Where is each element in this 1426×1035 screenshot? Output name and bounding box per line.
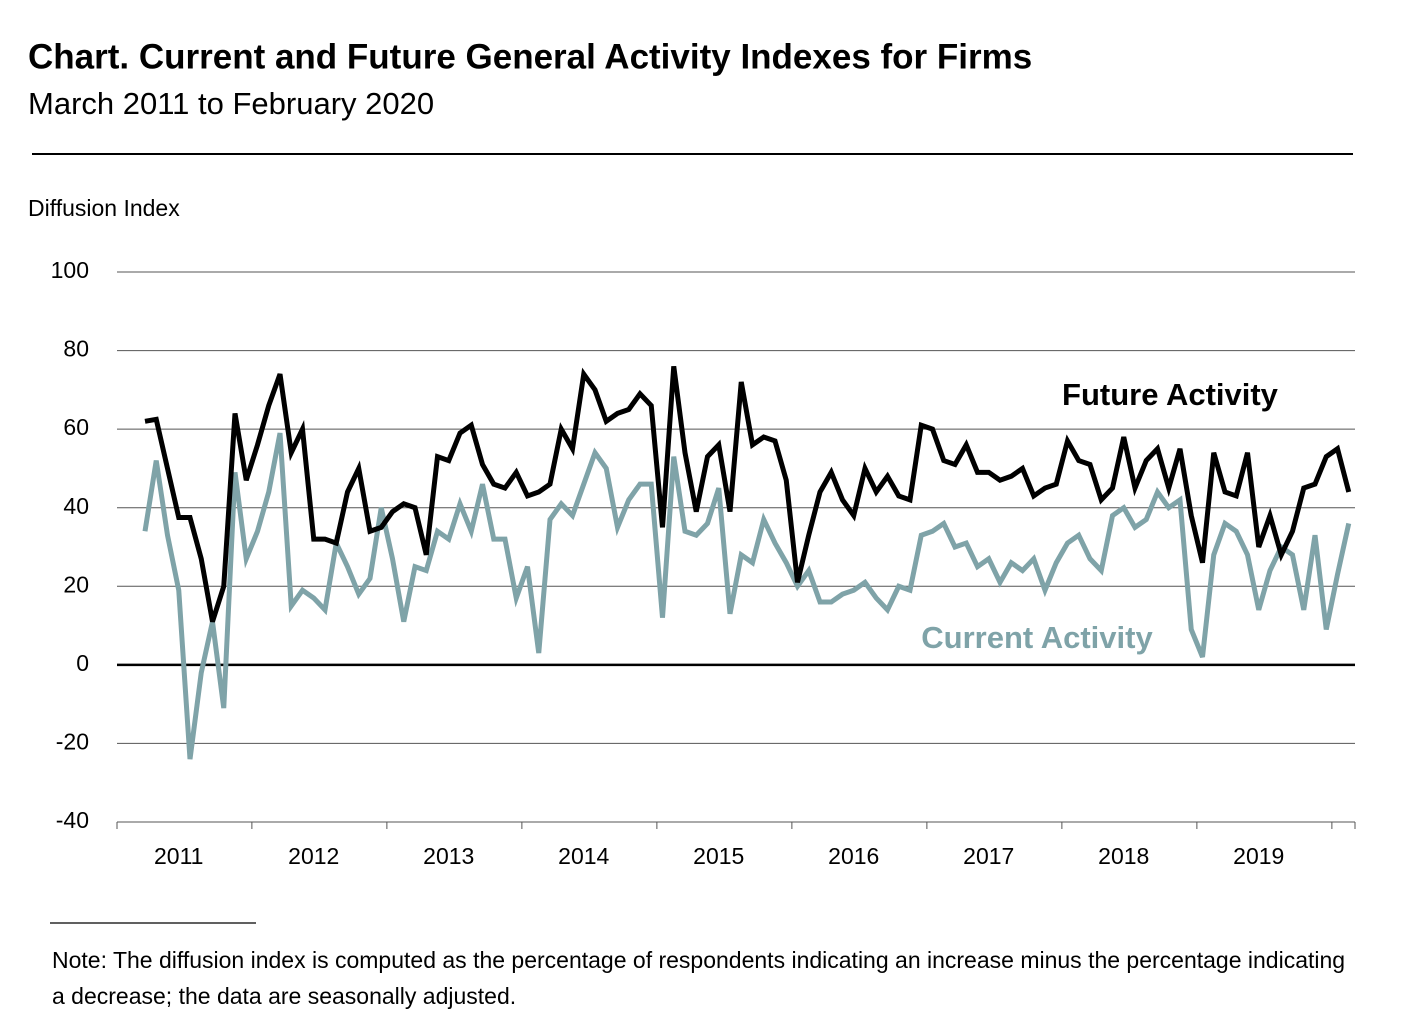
y-axis-label: Diffusion Index — [28, 195, 180, 221]
x-tick-label: 2011 — [154, 843, 203, 869]
chart-title: Chart. Current and Future General Activi… — [28, 37, 1032, 76]
y-tick-label: -40 — [56, 807, 89, 833]
y-tick-label: 0 — [76, 650, 89, 676]
x-tick-label: 2017 — [963, 843, 1014, 869]
note: Note: The diffusion index is computed as… — [52, 947, 1346, 1009]
x-tick-label: 2015 — [693, 843, 744, 869]
series-label: Current Activity — [921, 620, 1153, 655]
x-tick-label: 2013 — [423, 843, 474, 869]
chart-subtitle: March 2011 to February 2020 — [28, 86, 434, 121]
series-line — [142, 432, 1352, 760]
x-tick-label: 2019 — [1233, 843, 1284, 869]
x-tick-label: 2014 — [558, 843, 609, 869]
y-tick-label: -20 — [56, 729, 89, 755]
y-tick-label: 80 — [63, 336, 89, 362]
series-label: Future Activity — [1062, 377, 1279, 412]
x-tick-label: 2012 — [288, 843, 339, 869]
x-tick-label: 2018 — [1098, 843, 1149, 869]
y-tick-label: 60 — [63, 414, 89, 440]
x-tick-label: 2016 — [828, 843, 879, 869]
y-tick-label: 20 — [63, 571, 89, 597]
y-tick-label: 100 — [51, 257, 89, 283]
y-tick-label: 40 — [63, 493, 89, 519]
series-line — [144, 365, 1352, 623]
